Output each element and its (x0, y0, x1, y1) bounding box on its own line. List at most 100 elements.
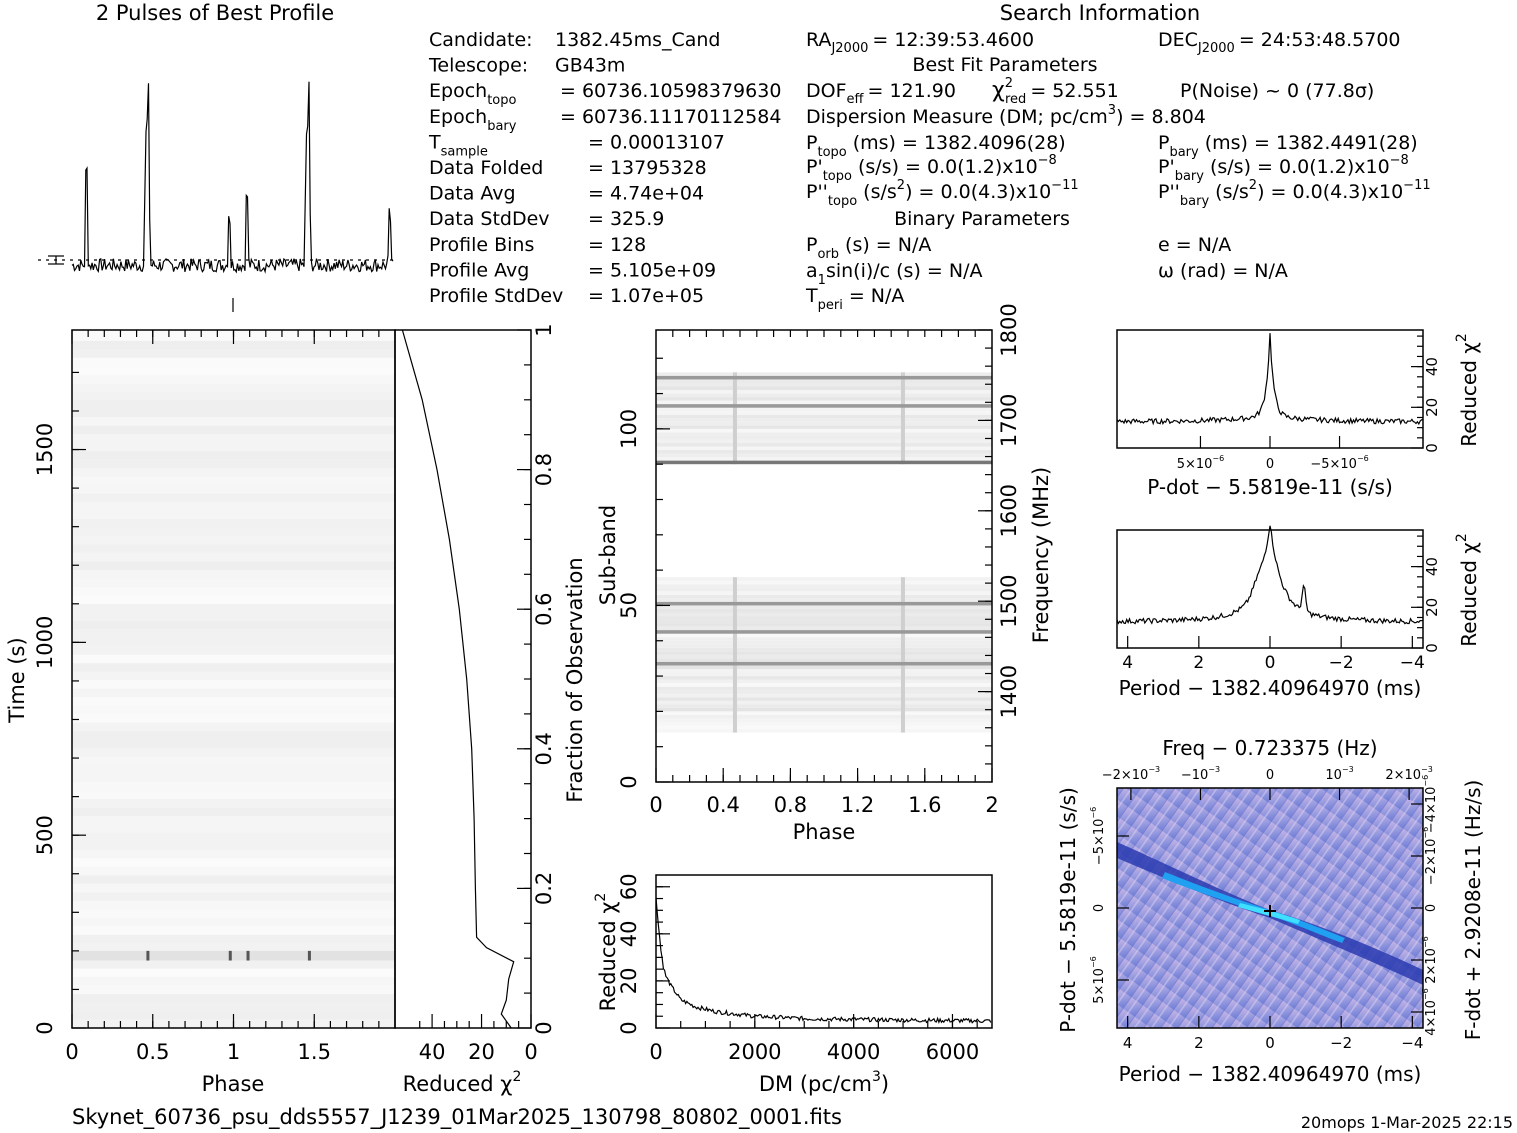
subband-row (656, 414, 992, 419)
subband-row (656, 400, 992, 405)
time-row (72, 468, 395, 477)
time-row (72, 807, 395, 816)
time-row (72, 815, 395, 825)
tick-label: 0.5 (136, 1040, 169, 1064)
time-chi2-frame (394, 329, 532, 1029)
tick-label: 2×10−6 (1421, 936, 1439, 984)
subband-rows (656, 372, 992, 733)
time-row (72, 960, 395, 969)
tick-label: 0 (649, 1040, 662, 1064)
info-value: = 325.9 (588, 208, 664, 230)
subband-dark-row (656, 375, 992, 380)
ppdot-best-marker (1264, 905, 1276, 917)
tick-label: 0 (617, 1021, 641, 1034)
subband-row (656, 623, 992, 627)
tick-label: 0.6 (532, 592, 556, 625)
time-phase-panel: 0 0.5 1 1.5 0 500 1000 1500 Phase Time (s) (5, 329, 396, 1096)
time-row (72, 620, 395, 630)
subband-row (656, 432, 992, 436)
tick-label: −2 (1329, 653, 1354, 673)
profile-title: 2 Pulses of Best Profile (96, 1, 334, 25)
subband-row (656, 619, 992, 624)
time-row (72, 501, 395, 511)
subband-dark-row (656, 630, 992, 634)
subband-row (656, 690, 992, 694)
time-row (72, 731, 395, 740)
time-row (72, 917, 395, 927)
info-label: Profile Bins (429, 234, 534, 256)
dm-chi2-axes: 0 2000 4000 6000 0 20 40 60 (617, 873, 979, 1064)
time-row (72, 943, 395, 952)
tick-label: −10−3 (1181, 765, 1220, 783)
pnoise-line: P(Noise) ~ 0 (77.8σ) (1180, 80, 1374, 102)
time-row (72, 476, 395, 486)
tick-label: 0 (1423, 643, 1441, 653)
time-row (72, 578, 395, 587)
tick-label: 10−3 (1325, 765, 1353, 783)
subband-row (656, 587, 992, 592)
tick-label: −2×10−3 (1102, 765, 1160, 783)
subband-row (656, 457, 992, 461)
subband-pulse (732, 577, 737, 733)
tick-label: 1500 (997, 574, 1021, 627)
subband-row (656, 729, 992, 733)
time-row (72, 442, 395, 452)
tick-label: 4 (1123, 1034, 1133, 1052)
time-row (72, 451, 395, 460)
tick-label: 5×10−6 (1177, 454, 1225, 472)
time-row-bright (72, 950, 395, 961)
time-row (72, 773, 395, 782)
tick-label: 40 (1423, 557, 1441, 576)
subband-row (656, 390, 992, 394)
time-row (72, 417, 395, 426)
info-left-column: Candidate: 1382.45ms_Cand Telescope: GB43m E… (428, 29, 781, 307)
info-value: GB43m (555, 55, 625, 77)
dm-chi2-ylabel: Reduced χ2 (593, 893, 620, 1012)
info-value: = 5.105e+09 (588, 259, 716, 281)
time-row (72, 858, 395, 867)
subband-row (656, 637, 992, 641)
time-row (72, 688, 395, 698)
subband-row (656, 421, 992, 426)
tick-label: 40 (419, 1040, 446, 1064)
subband-row (656, 725, 992, 730)
time-row (72, 680, 395, 689)
subband-row (656, 658, 992, 662)
tick-label: −2×10−6 (1421, 827, 1439, 885)
time-row (72, 883, 395, 893)
dm-chi2-line (655, 897, 992, 1024)
best-fit-title: Best Fit Parameters (912, 54, 1097, 76)
subband-row (656, 686, 992, 691)
subband-dark-row (656, 661, 992, 666)
time-row (72, 824, 395, 833)
time-row (72, 535, 395, 545)
subband-row (656, 580, 992, 585)
pdot-bary-line: P'bary (s/s) = 0.0(1.2)x10−8 (1158, 153, 1409, 184)
time-row (72, 892, 395, 901)
time-row (72, 663, 395, 672)
period-chi2-line (1116, 525, 1424, 625)
time-row (72, 646, 395, 655)
pdot-chi2-xlabel: P-dot − 5.5819e-11 (s/s) (1147, 475, 1393, 499)
tick-label: 0 (65, 1040, 78, 1064)
time-row (72, 994, 395, 1003)
tick-label: 1 (532, 323, 556, 336)
subband-row (656, 647, 992, 652)
ecc-line: e = N/A (1158, 234, 1231, 256)
info-label: Data Avg (429, 183, 516, 205)
dec-line: DECJ2000 = 24:53:48.5700 (1158, 29, 1401, 56)
info-value: = 13795328 (588, 157, 707, 179)
tick-label: −2 (1330, 1034, 1352, 1052)
subband-row (656, 393, 992, 398)
tick-label: 60 (617, 873, 641, 900)
subband-row (656, 397, 992, 401)
time-row (72, 1002, 395, 1012)
tick-label: 40 (1423, 357, 1441, 376)
subband-row (656, 605, 992, 609)
omega-line: ω (rad) = N/A (1158, 260, 1288, 282)
tick-label: 1800 (997, 303, 1021, 356)
time-chi2-xlabel: Reduced χ2 (403, 1069, 522, 1096)
time-row (72, 637, 395, 647)
subband-dark-row (656, 404, 992, 408)
